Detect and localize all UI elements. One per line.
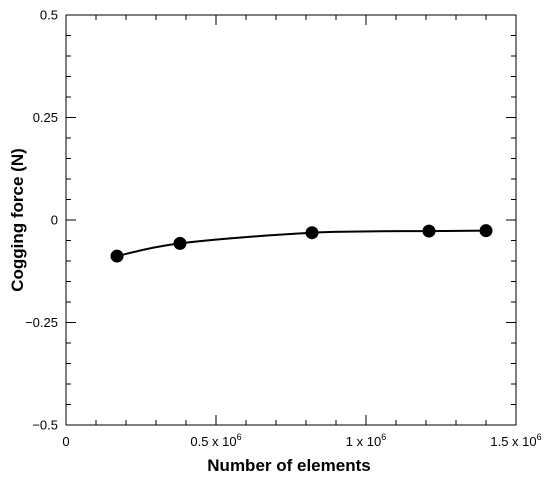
x-tick-exponent: 6 <box>381 432 386 442</box>
y-tick-label: −0.25 <box>25 315 58 330</box>
y-axis-title: Cogging force (N) <box>8 148 27 292</box>
series-layer <box>110 224 493 263</box>
x-tick-label: 1 x 106 <box>346 432 386 449</box>
x-tick-label: 0.5 x 106 <box>190 432 241 449</box>
y-tick-label: 0 <box>51 213 58 228</box>
x-tick-exponent: 6 <box>237 432 242 442</box>
major-ticks <box>65 14 517 426</box>
minor-ticks <box>65 14 517 426</box>
data-point <box>479 224 493 238</box>
x-tick-exponent: 6 <box>537 432 542 442</box>
data-point <box>305 226 319 240</box>
data-point <box>110 249 124 263</box>
y-tick-label: 0.25 <box>33 110 58 125</box>
data-point <box>173 236 187 250</box>
x-tick-label: 1.5 x 106 <box>490 432 541 449</box>
x-tick-labels: 0 0.5 x 106 1 x 106 1.5 x 106 <box>62 432 541 449</box>
y-tick-labels: 0.5 0.25 0 −0.25 −0.5 <box>25 8 58 433</box>
data-point <box>422 224 436 238</box>
plot-frame <box>65 14 517 426</box>
x-axis-title: Number of elements <box>207 456 370 475</box>
x-tick-label: 0 <box>62 434 69 449</box>
y-tick-label: −0.5 <box>32 418 58 433</box>
y-tick-label: 0.5 <box>40 8 58 23</box>
